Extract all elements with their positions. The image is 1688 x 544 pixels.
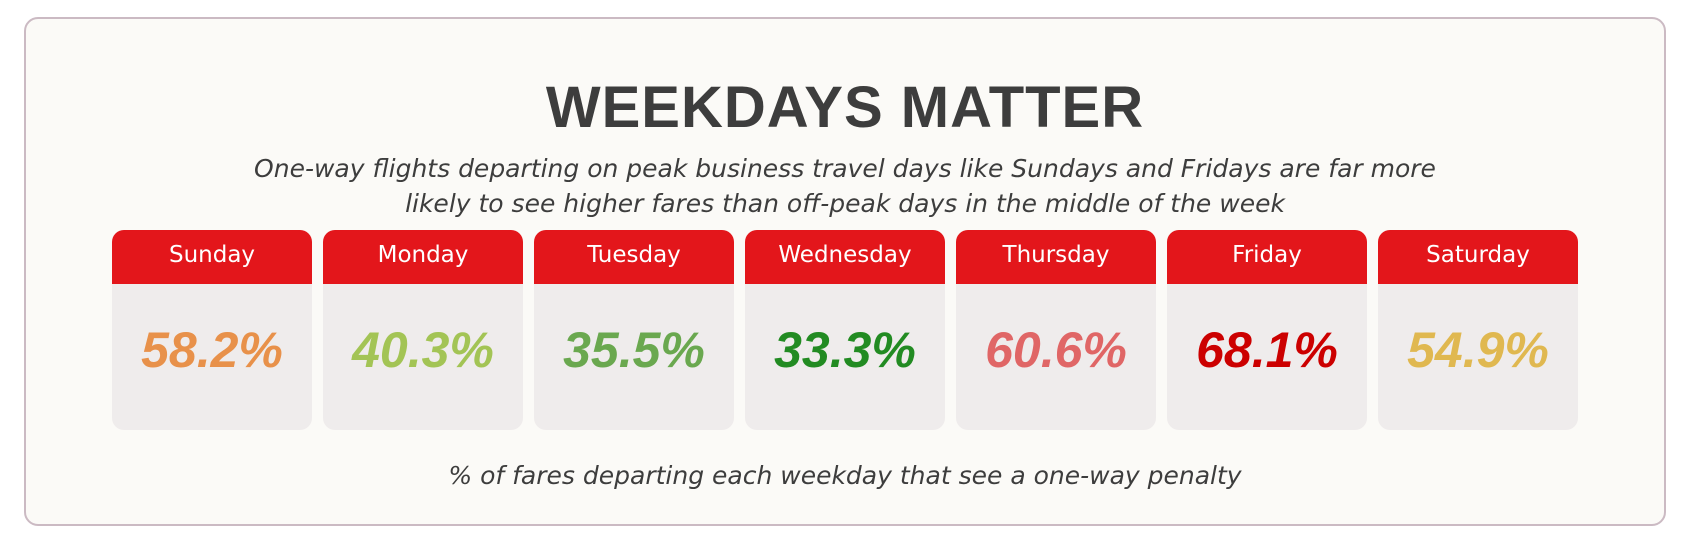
day-card: Sunday 58.2% (112, 230, 312, 430)
footnote: % of fares departing each weekday that s… (448, 461, 1242, 490)
day-value: 35.5% (563, 322, 705, 378)
panel: WEEKDAYS MATTER One-way flights departin… (24, 17, 1666, 526)
day-label: Sunday (112, 230, 312, 284)
day-card: Friday 68.1% (1167, 230, 1367, 430)
day-label: Saturday (1378, 230, 1578, 284)
day-value: 58.2% (141, 322, 283, 378)
day-card: Thursday 60.6% (956, 230, 1156, 430)
subtitle-line: likely to see higher fares than off-peak… (405, 189, 1285, 218)
day-card: Saturday 54.9% (1378, 230, 1578, 430)
day-value: 60.6% (985, 322, 1127, 378)
day-card: Tuesday 35.5% (534, 230, 734, 430)
title: WEEKDAYS MATTER (545, 75, 1145, 140)
subtitle-line: One-way flights departing on peak busine… (254, 154, 1436, 183)
day-value: 68.1% (1196, 322, 1338, 378)
day-label: Friday (1167, 230, 1367, 284)
day-label: Tuesday (534, 230, 734, 284)
day-card: Wednesday 33.3% (745, 230, 945, 430)
subtitle: One-way flights departing on peak busine… (26, 151, 1664, 221)
day-card: Monday 40.3% (323, 230, 523, 430)
day-value: 54.9% (1407, 322, 1549, 378)
day-label: Monday (323, 230, 523, 284)
day-label: Wednesday (745, 230, 945, 284)
card-row: Sunday 58.2% Monday 40.3% Tuesday 35.5% Wednes… (26, 230, 1664, 430)
day-value: 40.3% (352, 322, 494, 378)
day-label: Thursday (956, 230, 1156, 284)
day-value: 33.3% (774, 322, 916, 378)
